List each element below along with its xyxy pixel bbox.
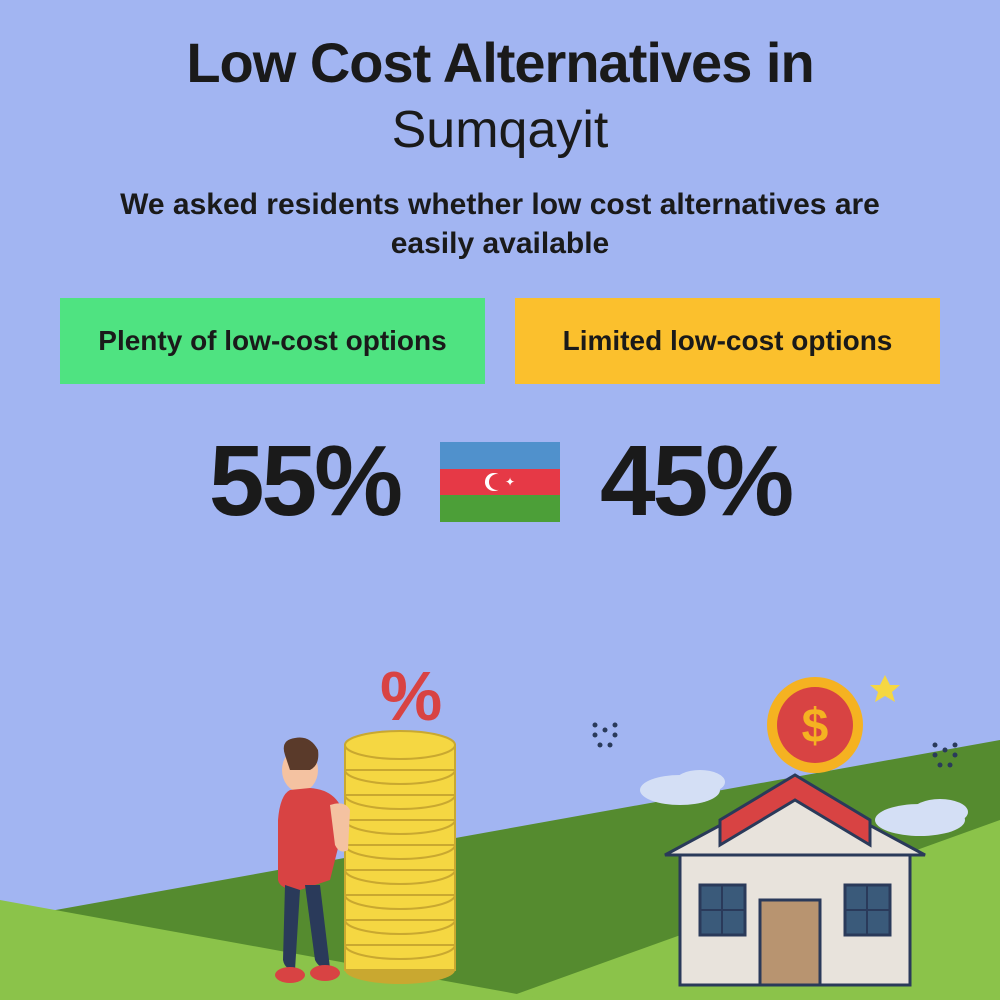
subtitle: We asked residents whether low cost alte…: [0, 185, 1000, 263]
option-plenty-label: Plenty of low-cost options: [98, 325, 446, 356]
house-door: [760, 900, 820, 985]
flag-stripe-blue: [440, 442, 560, 469]
coin-stack-icon: [345, 731, 455, 984]
cloud-icon: [675, 770, 725, 794]
title-line1: Low Cost Alternatives in: [0, 30, 1000, 95]
star-sparkle-icon: [870, 675, 900, 702]
option-limited: Limited low-cost options: [515, 298, 940, 384]
percentage-right: 45%: [600, 424, 791, 539]
sparkle-icon: [593, 723, 618, 748]
flag-emblem: ✦: [485, 473, 515, 491]
option-limited-label: Limited low-cost options: [563, 325, 893, 356]
stats-row: 55% ✦ 45%: [0, 424, 1000, 539]
dollar-sign-icon: $: [802, 700, 829, 753]
flag-stripe-green: [440, 495, 560, 522]
option-plenty: Plenty of low-cost options: [60, 298, 485, 384]
cloud-icon: [912, 799, 968, 825]
flag-icon: ✦: [440, 442, 560, 522]
illustration: $ %: [0, 620, 1000, 1000]
star-icon: ✦: [505, 475, 515, 489]
percent-icon: %: [380, 657, 442, 735]
options-row: Plenty of low-cost options Limited low-c…: [0, 298, 1000, 384]
header: Low Cost Alternatives in Sumqayit We ask…: [0, 0, 1000, 263]
title-line2: Sumqayit: [0, 100, 1000, 160]
crescent-icon: [485, 473, 503, 491]
flag-stripe-red: ✦: [440, 469, 560, 496]
percentage-left: 55%: [209, 424, 400, 539]
